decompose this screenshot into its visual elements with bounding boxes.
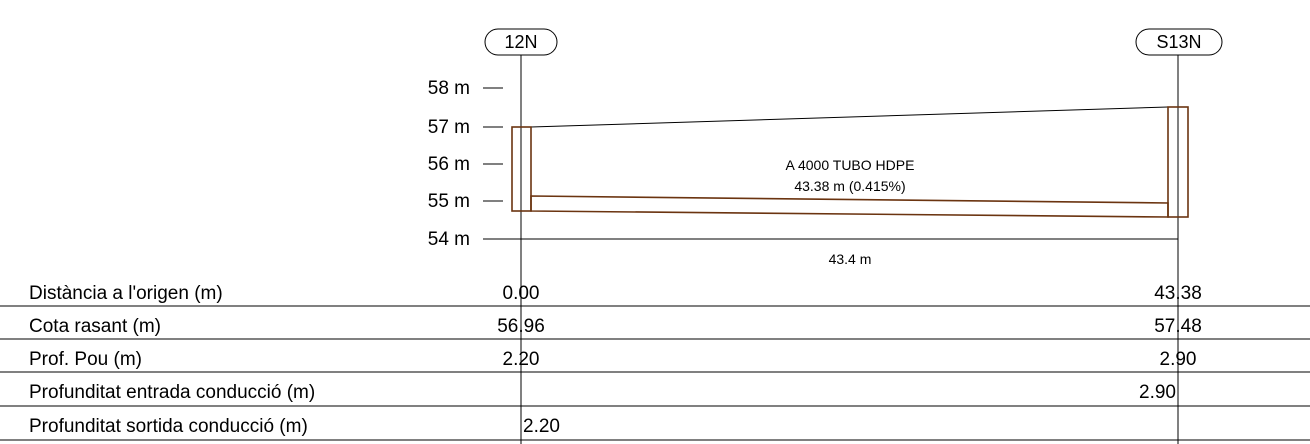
outlet-depth-value-12N: 2.20	[523, 416, 560, 437]
row-label-inlet-depth: Profunditat entrada conducció (m)	[29, 382, 315, 403]
ground-level-value-12N: 56.96	[497, 316, 545, 337]
distance-value-12N: 0.00	[503, 283, 540, 304]
elevation-axis: 58 m 57 m 56 m 55 m 54 m	[428, 78, 503, 250]
node-12N-label: 12N	[504, 32, 537, 52]
axis-tick-57: 57 m	[428, 117, 470, 138]
pipe-length-slope-label: 43.38 m (0.415%)	[794, 178, 905, 194]
pipe-name-label: A 4000 TUBO HDPE	[786, 157, 915, 173]
node-S13N-tag: S13N	[1135, 28, 1223, 56]
manhole-12N	[511, 126, 532, 212]
distance-value-S13N: 43.38	[1154, 283, 1202, 304]
span-length-label: 43.4 m	[829, 251, 872, 267]
pipe-segment	[530, 195, 1169, 218]
row-label-ground-level: Cota rasant (m)	[29, 316, 161, 337]
node-S13N-label: S13N	[1156, 32, 1201, 52]
data-table-labels: Distància a l'origen (m) Cota rasant (m)…	[29, 283, 315, 437]
manhole-depth-value-12N: 2.20	[503, 349, 540, 370]
data-table-lines	[0, 305, 1310, 441]
row-label-distance: Distància a l'origen (m)	[29, 283, 223, 304]
inlet-depth-value-S13N: 2.90	[1139, 382, 1176, 403]
data-table-values: 0.00 43.38 56.96 57.48 2.20 2.90 2.90 2.…	[497, 283, 1202, 437]
axis-tick-58: 58 m	[428, 78, 470, 99]
row-label-outlet-depth: Profunditat sortida conducció (m)	[29, 416, 308, 437]
manhole-S13N	[1167, 106, 1189, 218]
row-label-manhole-depth: Prof. Pou (m)	[29, 349, 142, 370]
axis-tick-55: 55 m	[428, 191, 470, 212]
ground-line	[530, 106, 1169, 128]
manhole-depth-value-S13N: 2.90	[1160, 349, 1197, 370]
node-12N-tag: 12N	[484, 28, 558, 56]
ground-level-value-S13N: 57.48	[1154, 316, 1202, 337]
axis-tick-56: 56 m	[428, 154, 470, 175]
axis-tick-54: 54 m	[428, 229, 470, 250]
